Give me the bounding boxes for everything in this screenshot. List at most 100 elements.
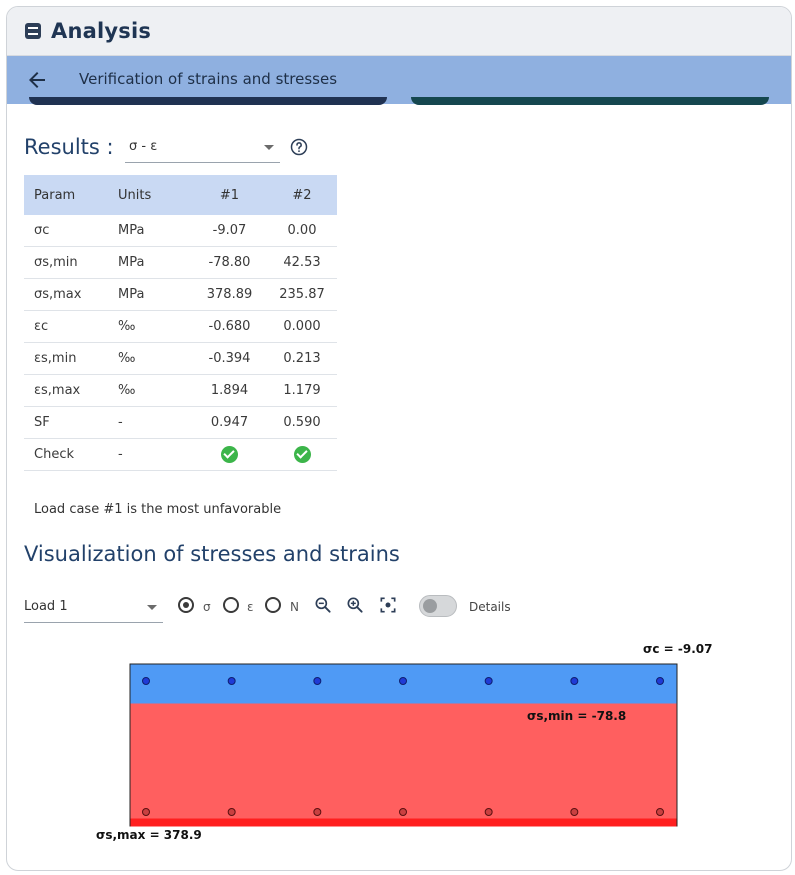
cell-units: - (108, 438, 192, 471)
subheader-bar: Verification of strains and stresses (7, 56, 791, 104)
cell-case-1 (192, 438, 267, 471)
cell-case-2: 42.53 (267, 246, 337, 279)
cell-case-1: 0.947 (192, 406, 267, 439)
results-type-value: σ - ε (129, 139, 158, 154)
bottom-rebar (399, 808, 407, 816)
cell-units: MPa (108, 246, 192, 279)
tab-left-edge[interactable] (29, 97, 387, 105)
cell-case-1: 378.89 (192, 278, 267, 311)
zoom-out-icon[interactable] (313, 595, 333, 615)
table-row: Check - (24, 438, 337, 471)
bottom-rebar (484, 808, 493, 816)
load-case-select[interactable]: Load 1 (24, 594, 163, 623)
cell-case-2: 235.87 (267, 278, 337, 311)
results-table: Param Units #1 #2 σc MPa -9.07 0.00 σs,m… (24, 175, 337, 471)
cell-units: MPa (108, 278, 192, 311)
top-rebar (227, 677, 236, 685)
radio-n-label: N (290, 600, 299, 614)
table-row: σs,max MPa 378.89 235.87 (24, 278, 337, 311)
bottom-rebar (656, 808, 664, 816)
visualization-title: Visualization of stresses and strains (24, 542, 400, 566)
cell-param: εc (24, 310, 108, 343)
cell-case-2: 0.213 (267, 342, 337, 375)
radio-n[interactable] (265, 597, 281, 613)
table-header-row: Param Units #1 #2 (24, 175, 337, 215)
tension-zone (130, 703, 677, 819)
cell-units: - (108, 406, 192, 439)
col-header-case-1: #1 (192, 175, 267, 215)
load-case-value: Load 1 (24, 599, 68, 614)
cell-units: ‰ (108, 342, 192, 375)
zoom-in-icon[interactable] (345, 595, 365, 615)
analysis-card: Analysis Verification of strains and str… (6, 6, 792, 871)
col-header-param: Param (24, 175, 108, 215)
bottom-rebar-group (142, 808, 664, 816)
col-header-case-2: #2 (267, 175, 337, 215)
cell-param: σs,max (24, 278, 108, 311)
table-row: σc MPa -9.07 0.00 (24, 215, 337, 247)
center-focus-icon[interactable] (378, 595, 398, 615)
check-circle-icon (221, 446, 238, 463)
top-rebar-group (142, 677, 664, 685)
cell-case-2: 1.179 (267, 374, 337, 407)
bottom-rebar (142, 808, 150, 816)
details-label: Details (469, 600, 511, 614)
cell-case-2: 0.00 (267, 215, 337, 247)
bottom-rebar (227, 808, 236, 816)
radio-epsilon-label: ε (247, 600, 254, 614)
sigma-c-label: σc = -9.07 (643, 642, 712, 656)
subheader-title: Verification of strains and stresses (79, 70, 338, 88)
top-rebar (570, 677, 579, 685)
page-title: Analysis (51, 19, 152, 43)
top-rebar (313, 677, 322, 685)
cell-units: ‰ (108, 310, 192, 343)
check-circle-icon (293, 446, 311, 463)
toggle-knob (423, 599, 437, 613)
radio-epsilon[interactable] (223, 597, 239, 613)
cell-param: Check (24, 438, 108, 471)
col-header-units: Units (108, 175, 192, 215)
cell-case-1: 1.894 (192, 374, 267, 407)
table-row: σs,min MPa -78.80 42.53 (24, 246, 337, 279)
cell-param: εs,min (24, 342, 108, 375)
calculator-icon (25, 23, 41, 39)
arrow-left-icon[interactable] (25, 68, 49, 92)
sigma-s-max-label: σs,max = 378.9 (96, 828, 202, 842)
cell-case-1: -78.80 (192, 246, 267, 279)
cell-case-1: -9.07 (192, 215, 267, 247)
max-tension-strip (130, 818, 677, 827)
cell-units: ‰ (108, 374, 192, 407)
unfavorable-note: Load case #1 is the most unfavorable (34, 502, 282, 517)
tab-right-edge[interactable] (411, 97, 769, 105)
cell-param: εs,max (24, 374, 108, 407)
details-toggle[interactable] (419, 595, 457, 617)
card-header: Analysis (7, 7, 791, 56)
cell-case-2 (267, 438, 337, 471)
results-type-select[interactable]: σ - ε (125, 134, 280, 163)
cell-case-2: 0.000 (267, 310, 337, 343)
chevron-down-icon (147, 605, 157, 610)
cell-param: σs,min (24, 246, 108, 279)
table-row: εc ‰ -0.680 0.000 (24, 310, 337, 343)
help-icon[interactable] (290, 138, 308, 156)
top-rebar (142, 677, 150, 685)
top-rebar (399, 677, 407, 685)
table-row: εs,max ‰ 1.894 1.179 (24, 374, 337, 407)
results-label: Results : (24, 135, 114, 159)
radio-sigma[interactable] (178, 597, 194, 613)
top-rebar (484, 677, 493, 685)
bottom-rebar (570, 808, 579, 816)
cell-case-1: -0.680 (192, 310, 267, 343)
chevron-down-icon (264, 145, 274, 150)
radio-sigma-label: σ (203, 600, 211, 614)
cell-param: σc (24, 215, 108, 247)
cell-case-2: 0.590 (267, 406, 337, 439)
cell-case-1: -0.394 (192, 342, 267, 375)
bottom-rebar (313, 808, 322, 816)
table-row: SF - 0.947 0.590 (24, 406, 337, 439)
stress-diagram: σc = -9.07 σs,min = -78.8 σs,max = 378.9 (96, 642, 712, 842)
top-rebar (656, 677, 664, 685)
cell-param: SF (24, 406, 108, 439)
cell-units: MPa (108, 215, 192, 247)
table-row: εs,min ‰ -0.394 0.213 (24, 342, 337, 375)
